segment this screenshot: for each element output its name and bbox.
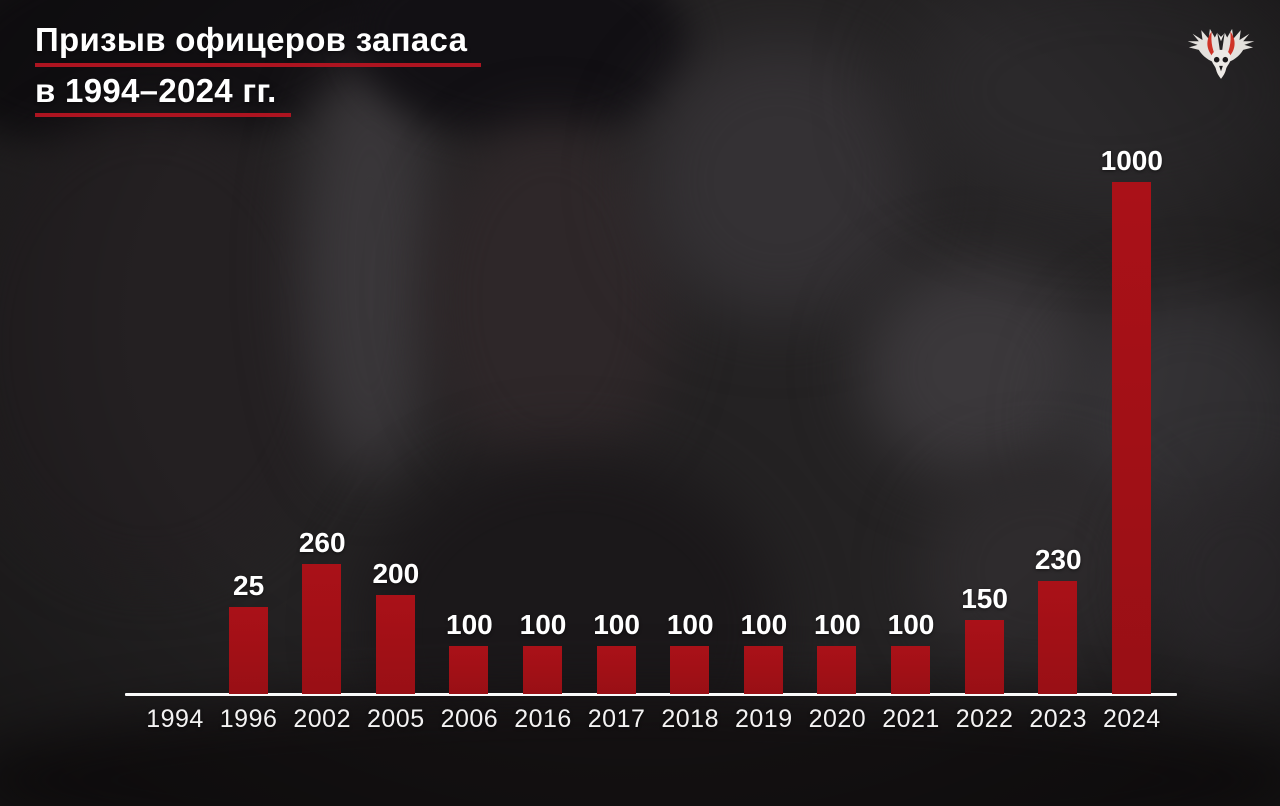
x-tick-label: 2020 xyxy=(808,705,867,733)
bar xyxy=(743,646,783,694)
bar xyxy=(670,646,710,694)
bar xyxy=(964,620,1004,694)
bar-value-label: 100 xyxy=(814,609,861,640)
x-tick-label: 2016 xyxy=(514,705,572,733)
bar xyxy=(523,646,562,694)
bar xyxy=(1038,581,1078,694)
bar xyxy=(449,646,489,694)
bar xyxy=(228,607,268,694)
x-tick-label: 2019 xyxy=(734,705,793,733)
background-officer-head-left xyxy=(0,110,340,580)
x-axis-line xyxy=(125,693,1177,696)
bar-value-label: 150 xyxy=(961,583,1008,614)
x-tick-label: 2005 xyxy=(366,705,425,733)
chart-title-line-1: Призыв офицеров запаса xyxy=(35,22,482,67)
x-tick-label: 2022 xyxy=(955,705,1014,733)
bar-value-label: 25 xyxy=(233,570,265,601)
deer-skull-logo xyxy=(1187,28,1255,79)
bar xyxy=(1111,182,1151,694)
x-tick-label: 2023 xyxy=(1029,705,1087,733)
x-tick-label: 2024 xyxy=(1102,705,1161,733)
bar-value-label: 200 xyxy=(372,558,420,589)
x-tick-label: 1994 xyxy=(146,705,204,733)
chart-title-line-2: в 1994–2024 гг. xyxy=(35,72,291,118)
x-tick-label: 2021 xyxy=(882,705,940,733)
bar xyxy=(375,595,415,694)
background-bottom-shadow xyxy=(0,690,1280,806)
bar-value-label: 260 xyxy=(298,527,346,558)
x-tick-label: 2006 xyxy=(440,705,499,733)
bar-value-label: 1000 xyxy=(1100,145,1163,176)
bar-value-label: 100 xyxy=(593,609,640,640)
bar-value-label: 100 xyxy=(887,609,935,640)
background-crowd-blob-1 xyxy=(860,260,1100,480)
bar xyxy=(817,646,857,694)
background-light-strip xyxy=(300,60,440,480)
bar xyxy=(302,564,342,694)
bar xyxy=(891,646,930,694)
x-tick-label: 2002 xyxy=(293,705,351,733)
bar xyxy=(596,646,636,694)
bar-value-label: 100 xyxy=(740,609,788,640)
background-officer-face-center xyxy=(425,120,675,480)
x-tick-label: 2017 xyxy=(587,705,646,733)
x-tick-label: 1996 xyxy=(219,705,278,733)
x-tick-label: 2018 xyxy=(661,705,719,733)
background-wall-patch xyxy=(640,40,920,320)
title-block: Призыв офицеров запаса в 1994–2024 гг. xyxy=(35,22,482,123)
bar-value-label: 230 xyxy=(1034,544,1082,575)
bar-value-label: 100 xyxy=(666,609,714,640)
bar-value-label: 100 xyxy=(446,609,493,640)
bar-value-label: 100 xyxy=(519,609,567,640)
